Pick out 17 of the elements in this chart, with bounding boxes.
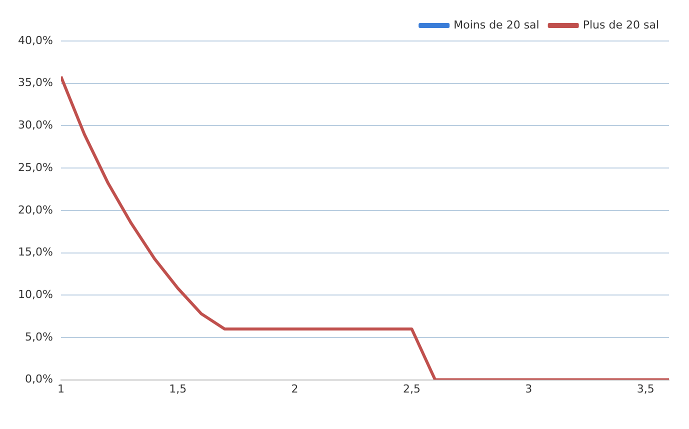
- y-tick-label: 20,0%: [18, 203, 53, 216]
- y-tick-label: 5,0%: [24, 330, 53, 344]
- x-tick-label: 2,5: [402, 382, 420, 396]
- legend-label: Plus de 20 sal: [582, 18, 660, 32]
- x-tick-label: 1: [57, 382, 64, 396]
- x-tick-label: 2: [291, 382, 298, 396]
- y-tick-label: 35,0%: [18, 76, 53, 90]
- y-tick-label: 40,0%: [18, 34, 53, 47]
- y-tick-label: 30,0%: [18, 118, 53, 132]
- x-tick-label: 1,5: [169, 382, 187, 396]
- y-tick-label: 15,0%: [18, 246, 53, 259]
- y-tick-label: 10,0%: [18, 288, 53, 301]
- legend-label: Moins de 20 sal: [454, 18, 540, 32]
- y-tick-label: 0,0%: [24, 372, 53, 386]
- y-tick-label: 25,0%: [18, 160, 53, 174]
- x-tick-label: 3: [525, 382, 532, 396]
- x-tick-label: 3,5: [636, 382, 654, 396]
